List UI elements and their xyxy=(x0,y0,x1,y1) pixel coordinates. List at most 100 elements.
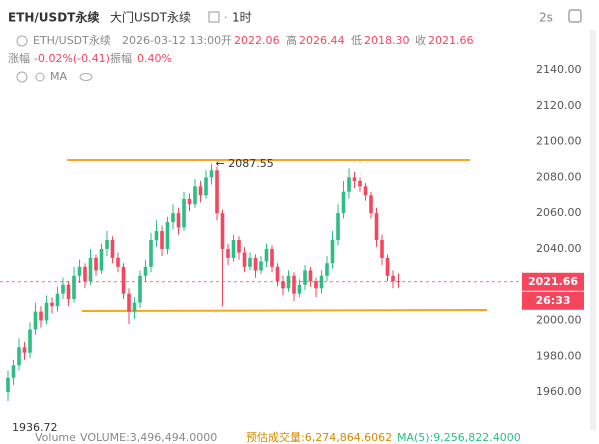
candle-body xyxy=(215,170,219,214)
interval[interactable]: 1时 xyxy=(232,11,252,25)
candle-body xyxy=(39,311,43,321)
countdown: 26:33 xyxy=(535,294,570,307)
candle-body xyxy=(143,266,148,276)
candle-body xyxy=(61,284,65,294)
indicator[interactable]: MA xyxy=(50,70,67,83)
candle-body xyxy=(209,170,214,178)
volume-ma5: MA(5):9,256,822.4000 xyxy=(397,431,521,444)
candle-body xyxy=(171,213,175,223)
info-symbol: ETH/USDT永续 xyxy=(33,33,111,47)
candle-body xyxy=(231,240,236,258)
candle-body xyxy=(352,177,357,181)
candle-body xyxy=(99,248,104,271)
y-tick-label: 2140.00 xyxy=(536,63,582,76)
candle-body xyxy=(242,252,247,267)
candle-body xyxy=(253,257,258,271)
candle-body xyxy=(116,257,120,267)
y-tick-label: 2120.00 xyxy=(536,99,582,112)
candle-body xyxy=(248,257,252,267)
candle-body xyxy=(347,177,351,192)
candle-body xyxy=(17,347,21,366)
candle-body xyxy=(297,284,302,294)
change-label: 涨幅 xyxy=(8,52,30,65)
last-price-tag xyxy=(522,272,584,291)
candle-body xyxy=(237,240,241,253)
candle-body xyxy=(77,266,82,276)
candle-body xyxy=(182,198,186,228)
candle-body xyxy=(270,248,274,267)
high: 2026.44 xyxy=(299,34,345,47)
candle-body xyxy=(55,293,60,307)
close-label: 收 xyxy=(415,33,426,47)
candle-body xyxy=(132,302,137,312)
candle-body xyxy=(50,302,54,307)
candle-body xyxy=(385,257,390,276)
candle-body xyxy=(220,213,225,249)
collapse-icon[interactable] xyxy=(16,35,28,47)
candle-body xyxy=(94,257,98,271)
candle-body xyxy=(363,186,368,196)
candle-body xyxy=(341,191,346,214)
y-tick-label: 2040.00 xyxy=(536,242,582,255)
candle-body xyxy=(193,186,197,205)
low-label: 低 xyxy=(351,34,362,47)
candle-body xyxy=(374,213,379,240)
low: 2018.30 xyxy=(364,34,410,47)
support-line[interactable] xyxy=(81,309,488,312)
countdown-tag xyxy=(522,291,584,310)
y-tick-label: 1960.00 xyxy=(536,385,582,398)
candle-body xyxy=(314,281,318,289)
candle-body xyxy=(292,275,296,294)
scrollbar[interactable] xyxy=(590,30,596,430)
candle-body xyxy=(28,329,32,353)
candle-body xyxy=(330,240,335,264)
volume-estimate: 预估成交量:6,274,864.6062 xyxy=(246,430,392,444)
candle-body xyxy=(176,213,181,228)
fullscreen-icon[interactable] xyxy=(568,9,582,23)
candle-body xyxy=(198,186,203,196)
y-tick-label: 2060.00 xyxy=(536,206,582,219)
symbol: ETH/USDT永续 xyxy=(8,10,99,25)
candle-body xyxy=(66,284,71,300)
candle-body xyxy=(325,263,329,276)
candle-body xyxy=(281,281,285,289)
y-tick-label: 2000.00 xyxy=(536,314,582,327)
edit-icon[interactable] xyxy=(208,11,220,23)
candle-body xyxy=(369,195,373,214)
visibility-icon[interactable] xyxy=(79,73,93,81)
candle-body xyxy=(88,257,93,282)
candle-body xyxy=(303,270,307,285)
candle-body xyxy=(308,270,313,282)
amplitude-label: 振幅 xyxy=(110,51,132,65)
amplitude: 0.40% xyxy=(137,52,172,65)
candle-body xyxy=(204,177,208,196)
volume-title: Volume xyxy=(35,431,76,444)
candle-body xyxy=(319,275,324,289)
y-tick-label: 2080.00 xyxy=(536,170,582,183)
candle-body xyxy=(154,231,159,240)
last-price-label: 2021.66 xyxy=(528,275,578,288)
candle-body xyxy=(6,377,10,393)
separator: · xyxy=(224,11,228,24)
collapse-icon[interactable] xyxy=(16,71,28,83)
open-label: 开 xyxy=(221,34,232,47)
candle-body xyxy=(121,266,126,294)
candle-body xyxy=(259,261,263,271)
settings-icon[interactable] xyxy=(35,72,45,82)
candle-body xyxy=(22,347,27,353)
candle-body xyxy=(187,198,192,205)
candle-body xyxy=(138,275,142,303)
contract-name[interactable]: 大门USDT永续 xyxy=(110,10,191,25)
candle-body xyxy=(165,222,170,249)
candle-body xyxy=(380,240,384,258)
candle-body xyxy=(110,240,115,258)
y-tick-label: 1980.00 xyxy=(536,349,582,362)
high-label: 高 xyxy=(286,33,297,47)
candle-body xyxy=(336,213,340,240)
candle-body xyxy=(105,240,109,249)
candle-body xyxy=(160,231,164,249)
close: 2021.66 xyxy=(428,34,474,47)
candle-body xyxy=(11,365,16,378)
